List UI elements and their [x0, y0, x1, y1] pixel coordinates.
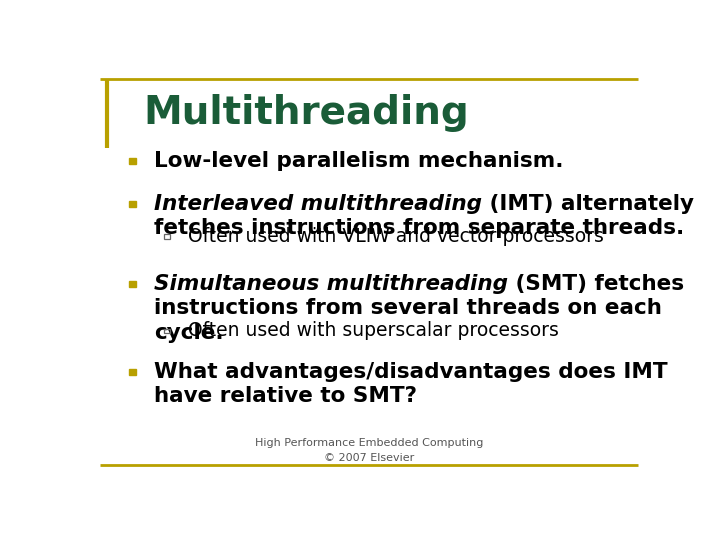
Bar	[128, 369, 136, 375]
Text: What advantages/disadvantages does IMT: What advantages/disadvantages does IMT	[154, 362, 667, 382]
Text: High Performance Embedded Computing
© 2007 Elsevier: High Performance Embedded Computing © 20…	[255, 438, 483, 463]
Text: (SMT) fetches: (SMT) fetches	[508, 274, 684, 294]
Text: Interleaved multithreading: Interleaved multithreading	[154, 194, 482, 214]
Text: Often used with VLIW and vector processors: Often used with VLIW and vector processo…	[188, 227, 603, 246]
Text: Often used with superscalar processors: Often used with superscalar processors	[188, 321, 559, 340]
Text: (IMT) alternately: (IMT) alternately	[482, 194, 694, 214]
Text: Simultaneous multithreading: Simultaneous multithreading	[154, 274, 508, 294]
Bar	[164, 329, 170, 333]
Text: cycle.: cycle.	[154, 322, 224, 342]
Bar	[164, 234, 170, 239]
Bar	[128, 158, 136, 164]
Bar	[128, 281, 136, 287]
Bar	[128, 201, 136, 207]
Text: fetches instructions from separate threads.: fetches instructions from separate threa…	[154, 218, 685, 238]
Text: Multithreading: Multithreading	[143, 93, 469, 132]
Text: have relative to SMT?: have relative to SMT?	[154, 386, 417, 406]
Text: Low-level parallelism mechanism.: Low-level parallelism mechanism.	[154, 151, 564, 171]
Text: instructions from several threads on each: instructions from several threads on eac…	[154, 299, 662, 319]
